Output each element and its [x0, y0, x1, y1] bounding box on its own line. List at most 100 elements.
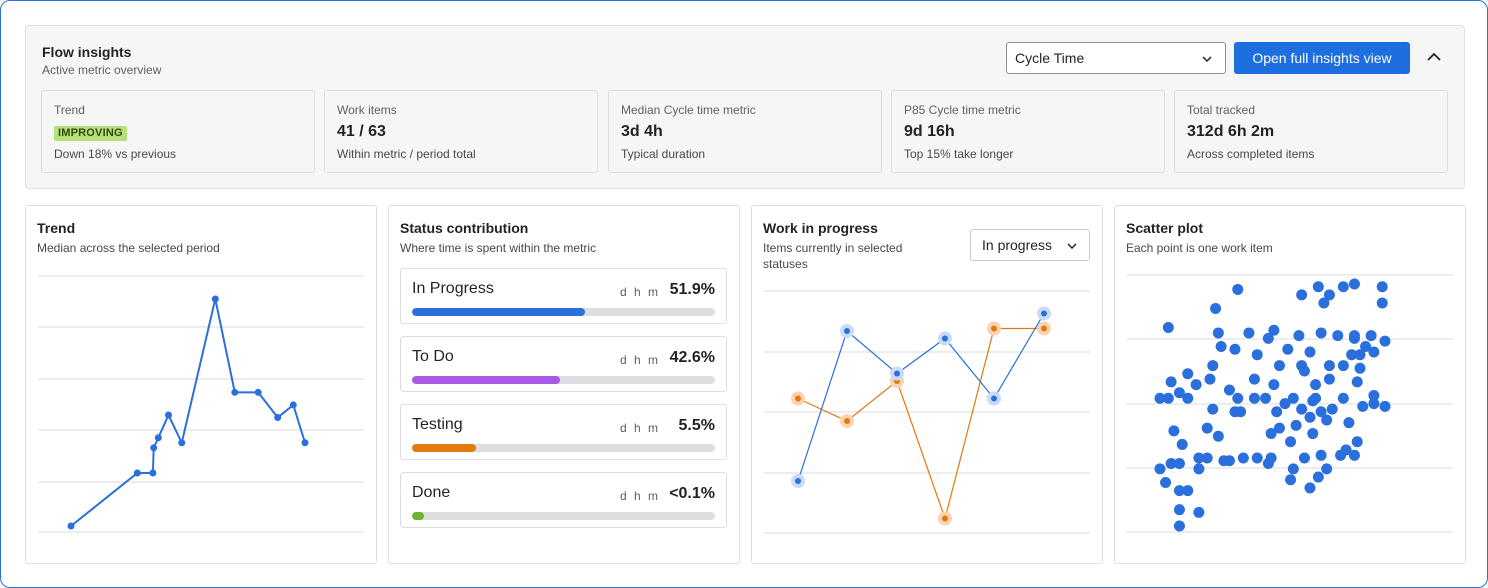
card-label: Work items	[337, 103, 397, 117]
scatter-point	[1182, 392, 1194, 404]
trend-line	[70, 298, 306, 527]
scatter-point	[1337, 360, 1349, 372]
scatter-point	[1215, 341, 1227, 353]
trend-panel: Trend Median across the selected period	[25, 205, 377, 564]
scatter-point	[1204, 373, 1216, 385]
wip-point	[991, 325, 997, 332]
scatter-point	[1285, 436, 1297, 448]
scatter-point	[1321, 414, 1333, 426]
scatter-point	[1348, 332, 1360, 344]
scatter-point	[1273, 422, 1285, 434]
scatter-point	[1287, 463, 1299, 475]
card-label: Total tracked	[1187, 103, 1256, 117]
scatter-point	[1321, 463, 1333, 475]
scatter-point	[1232, 283, 1244, 295]
progress-fill	[412, 512, 425, 520]
card-value: 41 / 63	[337, 123, 386, 140]
wip-point	[991, 395, 997, 402]
scatter-point	[1290, 419, 1302, 431]
scatter-point	[1310, 379, 1322, 391]
status-row-testing[interactable]: Testing d h m 5.5%	[400, 404, 727, 460]
status-row-in-progress[interactable]: In Progress d h m 51.9%	[400, 268, 727, 324]
scatter-point	[1337, 392, 1349, 404]
scatter-point	[1248, 373, 1260, 385]
scatter-point	[1368, 398, 1380, 410]
status-percent: 51.9%	[669, 281, 715, 298]
progress-fill	[412, 444, 476, 452]
chevron-up-icon[interactable]	[1424, 46, 1444, 68]
progress-track	[412, 376, 715, 384]
scatter-point	[1251, 452, 1263, 464]
scatter-point	[1348, 278, 1360, 290]
progress-track	[412, 444, 715, 452]
scatter-panel: Scatter plot Each point is one work item	[1114, 205, 1466, 564]
metric-select[interactable]: Cycle Time	[1006, 42, 1226, 74]
p85-cycle-card: P85 Cycle time metric 9d 16h Top 15% tak…	[891, 90, 1165, 173]
wip-point	[795, 478, 801, 484]
panel-title: Scatter plot	[1126, 220, 1204, 236]
wip-point	[894, 370, 900, 377]
status-badge: IMPROVING	[54, 126, 127, 141]
scatter-point	[1207, 360, 1219, 372]
trend-point	[211, 295, 219, 303]
wip-series-line	[797, 327, 1044, 521]
card-label: Trend	[54, 103, 85, 117]
wip-chart	[764, 290, 1090, 534]
scatter-point	[1376, 297, 1388, 309]
scatter-point	[1368, 346, 1380, 358]
scatter-point	[1315, 327, 1327, 339]
scatter-point	[1354, 362, 1366, 374]
card-label: Median Cycle time metric	[621, 103, 756, 117]
status-filter-select[interactable]: In progress	[970, 229, 1090, 261]
progress-track	[412, 512, 715, 520]
scatter-point	[1298, 452, 1310, 464]
scatter-point	[1182, 485, 1194, 497]
card-label: P85 Cycle time metric	[904, 103, 1021, 117]
scatter-point	[1182, 368, 1194, 380]
scatter-point	[1298, 365, 1310, 377]
status-row-done[interactable]: Done d h m <0.1%	[400, 472, 727, 528]
scatter-point	[1173, 520, 1185, 532]
scatter-point	[1323, 373, 1335, 385]
card-caption: Top 15% take longer	[904, 147, 1014, 161]
card-value: 3d 4h	[621, 123, 663, 140]
card-caption: Within metric / period total	[337, 147, 476, 161]
scatter-point	[1354, 349, 1366, 361]
trend-card: Trend IMPROVING Down 18% vs previous	[41, 90, 315, 173]
scatter-point	[1190, 379, 1202, 391]
scatter-point	[1212, 430, 1224, 442]
scatter-point	[1343, 417, 1355, 429]
trend-point	[67, 522, 75, 530]
panel-subtitle: Each point is one work item	[1126, 241, 1273, 255]
scatter-point	[1193, 452, 1205, 464]
flow-insights-header: Flow insights Active metric overview Cyc…	[25, 25, 1465, 189]
status-name: To Do	[412, 348, 454, 365]
open-full-insights-button[interactable]: Open full insights view	[1234, 42, 1410, 74]
scatter-point	[1262, 332, 1274, 344]
scatter-point	[1279, 398, 1291, 410]
scatter-point	[1312, 281, 1324, 293]
status-row-to-do[interactable]: To Do d h m 42.6%	[400, 336, 727, 392]
scatter-point	[1285, 474, 1297, 486]
scatter-point	[1287, 392, 1299, 404]
trend-point	[301, 439, 309, 447]
trend-point	[154, 434, 162, 442]
wip-point	[1041, 325, 1047, 332]
median-cycle-card: Median Cycle time metric 3d 4h Typical d…	[608, 90, 882, 173]
scatter-point	[1357, 400, 1369, 412]
scatter-point	[1335, 449, 1347, 461]
trend-point	[133, 469, 141, 477]
status-percent: 42.6%	[669, 349, 715, 366]
scatter-point	[1268, 324, 1280, 336]
trend-point	[274, 414, 282, 422]
scatter-point	[1307, 428, 1319, 440]
panel-subtitle: Items currently in selected statuses	[763, 240, 902, 272]
scatter-point	[1173, 457, 1185, 469]
scatter-point	[1173, 387, 1185, 399]
page-subtitle: Active metric overview	[42, 63, 162, 77]
trend-point	[289, 401, 297, 409]
trend-point	[231, 388, 239, 396]
panel-title: Status contribution	[400, 220, 529, 236]
scatter-point	[1348, 449, 1360, 461]
